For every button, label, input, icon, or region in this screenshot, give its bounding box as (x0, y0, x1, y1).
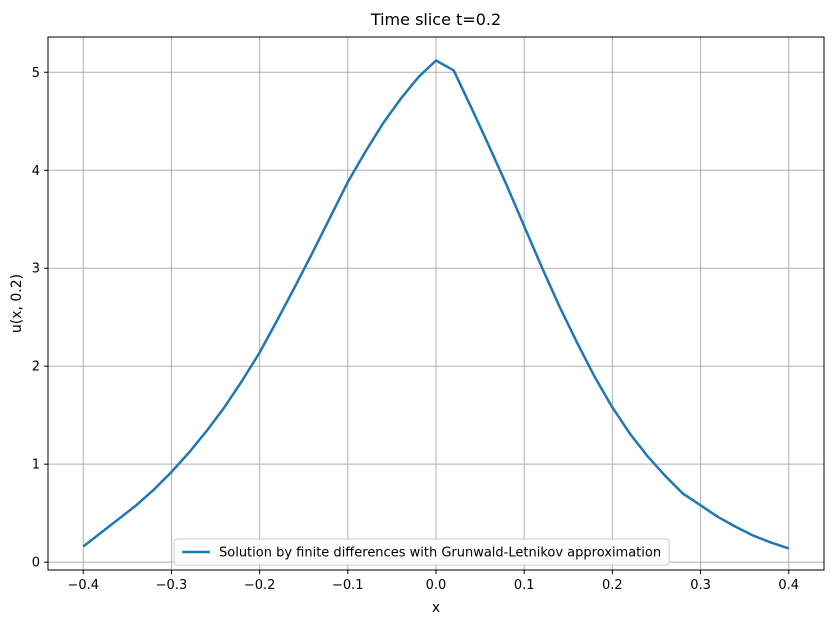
x-tick-label: −0.2 (244, 578, 276, 593)
x-tick-label: 0.0 (426, 578, 447, 593)
x-tick-label: 0.2 (602, 578, 623, 593)
x-tick-label: −0.3 (156, 578, 188, 593)
series-layer (82, 59, 790, 550)
y-axis-title: u(x, 0.2) (9, 274, 25, 333)
x-tick-label: −0.1 (332, 578, 364, 593)
x-axis-title: x (432, 600, 440, 616)
legend-box (173, 538, 670, 566)
y-tick-label: 0 (32, 556, 40, 571)
chart-title: Time slice t=0.2 (370, 10, 501, 29)
series-line-0 (82, 59, 790, 550)
y-tick-label: 1 (32, 458, 40, 473)
x-tick-label: 0.4 (778, 578, 799, 593)
x-axis: −0.4 −0.3 −0.2 −0.1 0.0 0.1 0.2 0.3 0.4 (67, 570, 799, 593)
x-tick-label: 0.3 (690, 578, 711, 593)
y-tick-label: 5 (32, 66, 40, 81)
y-axis: 0 1 2 3 4 5 (32, 66, 48, 571)
y-tick-label: 4 (32, 164, 40, 179)
x-tick-label: 0.1 (514, 578, 535, 593)
legend: Solution by finite differences with Grun… (173, 538, 670, 566)
x-tick-label: −0.4 (67, 578, 99, 593)
legend-label: Solution by finite differences with Grun… (219, 546, 661, 561)
y-tick-label: 2 (32, 360, 40, 375)
y-tick-label: 3 (32, 262, 40, 277)
